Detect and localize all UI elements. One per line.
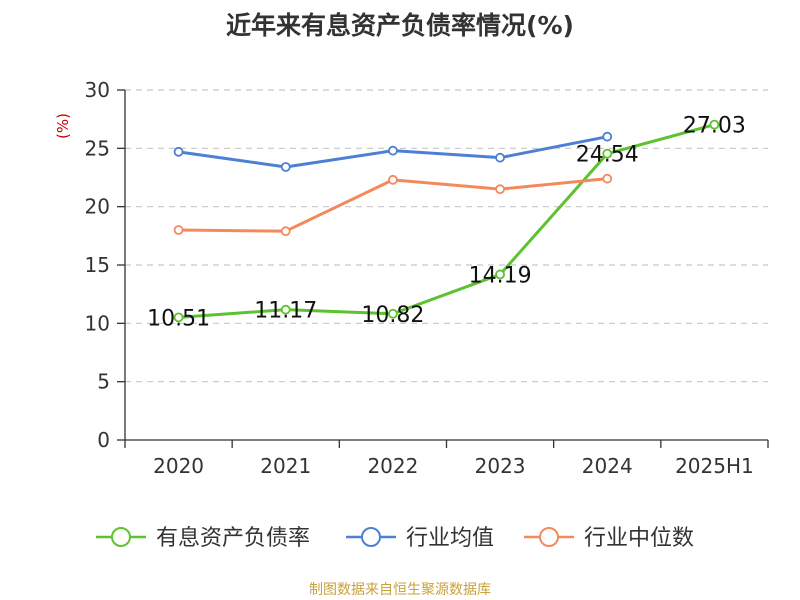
data-point	[602, 131, 613, 142]
data-point	[495, 184, 505, 195]
legend-marker	[539, 527, 559, 547]
data-point	[173, 312, 184, 323]
data-label: 10.82	[361, 303, 424, 328]
legend-label: 有息资产负债率	[156, 526, 310, 551]
y-tick-label: 30	[85, 78, 110, 102]
data-point	[388, 308, 398, 319]
x-tick-label: 2021	[260, 454, 311, 478]
series-lines	[173, 119, 720, 323]
x-tick-label: 2022	[367, 454, 418, 478]
series-line	[178, 177, 608, 233]
legend-marker	[111, 527, 131, 547]
data-point	[709, 119, 720, 130]
source-note: 制图数据来自恒生聚源数据库	[309, 582, 491, 598]
y-tick-label: 15	[85, 253, 110, 277]
y-tick-label: 10	[85, 311, 110, 335]
y-tick-label: 5	[97, 370, 110, 394]
x-tick-label: 2023	[475, 454, 526, 478]
data-point	[280, 226, 291, 237]
data-point	[173, 146, 184, 157]
data-label: 14.19	[469, 263, 532, 288]
data-point	[495, 269, 505, 280]
legend-item[interactable]: 行业均值	[346, 526, 494, 551]
y-tick-label: 25	[85, 136, 110, 160]
axes: (%) 0 5 10 15 20 25 30 2020 2021 2022 2023 2024 2025…	[54, 78, 769, 478]
data-labels: 10.51 11.17 10.82 14.19 24.54 27.03	[147, 114, 746, 332]
data-point	[173, 225, 184, 235]
data-label: 11.17	[254, 299, 317, 324]
legend-label: 行业中位数	[584, 526, 694, 551]
legend-item[interactable]: 有息资产负债率	[96, 526, 310, 551]
legend-marker	[361, 527, 381, 547]
data-point	[388, 145, 398, 156]
data-point	[280, 304, 291, 315]
data-point	[602, 148, 613, 159]
legend[interactable]: 有息资产负债率 行业均值 行业中位数	[96, 526, 694, 551]
data-label: 27.03	[683, 114, 746, 139]
series-line	[178, 123, 715, 319]
legend-label: 行业均值	[406, 526, 494, 551]
data-point	[280, 162, 291, 172]
x-tick-label: 2025H1	[675, 454, 754, 478]
data-label: 24.54	[576, 143, 639, 168]
y-tick-label: 20	[85, 195, 110, 219]
data-label: 10.51	[147, 306, 210, 331]
data-point	[602, 173, 613, 184]
data-point	[388, 174, 398, 185]
data-point	[495, 152, 505, 163]
grid-lines	[125, 89, 768, 383]
y-tick-label: 0	[97, 428, 110, 452]
legend-item[interactable]: 行业中位数	[524, 526, 694, 551]
chart-title: 近年来有息资产负债率情况(%)	[226, 11, 574, 40]
x-tick-label: 2024	[582, 454, 633, 478]
y-axis-label: (%)	[54, 113, 72, 139]
x-tick-label: 2020	[153, 454, 204, 478]
